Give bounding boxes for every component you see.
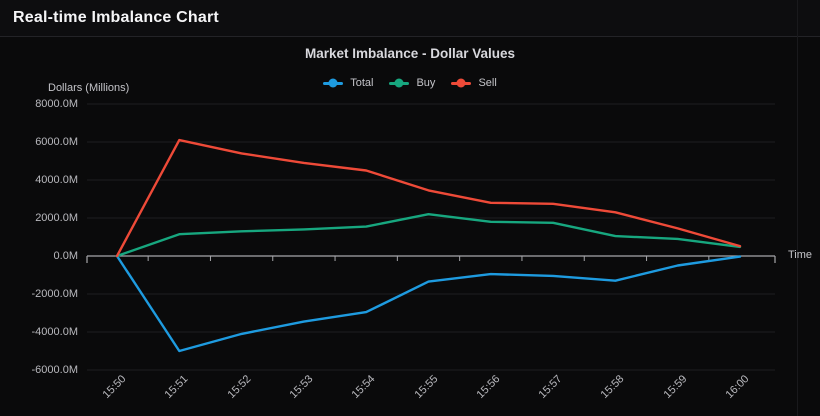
- y-tick-label: 8000.0M: [35, 98, 78, 110]
- y-tick-label: -4000.0M: [31, 326, 78, 338]
- right-edge-divider: [797, 0, 798, 416]
- series-line-total: [115, 254, 742, 353]
- legend-label: Total: [350, 77, 374, 89]
- legend-dot-icon: [394, 78, 404, 88]
- legend-label: Sell: [478, 77, 497, 89]
- chart-title: Market Imbalance - Dollar Values: [304, 46, 516, 61]
- x-axis-title: Time: [788, 249, 813, 261]
- y-tick-label: 4000.0M: [35, 174, 78, 186]
- y-tick-label: -6000.0M: [31, 364, 78, 376]
- legend-item-buy[interactable]: Buy: [389, 77, 435, 89]
- page-header: Real-time Imbalance Chart: [0, 0, 820, 37]
- legend-dot-icon: [328, 78, 338, 88]
- legend-dot-icon: [456, 78, 466, 88]
- y-tick-label: 2000.0M: [35, 212, 78, 224]
- legend-marker-sell: [451, 78, 472, 88]
- series-line-buy: [115, 212, 742, 258]
- series-line-sell: [115, 138, 742, 258]
- chart-legend: Total Buy Sell: [245, 77, 575, 89]
- legend-marker-total: [323, 78, 344, 88]
- y-axis-title: Dollars (Millions): [48, 82, 130, 94]
- legend-marker-buy: [389, 78, 410, 88]
- legend-item-sell[interactable]: Sell: [451, 77, 497, 89]
- legend-item-total[interactable]: Total: [323, 77, 373, 89]
- y-tick-label: 0.0M: [53, 250, 78, 262]
- legend-label: Buy: [416, 77, 436, 89]
- y-tick-label: 6000.0M: [35, 136, 78, 148]
- page-title: Real-time Imbalance Chart: [13, 9, 219, 26]
- y-tick-label: -2000.0M: [31, 288, 78, 300]
